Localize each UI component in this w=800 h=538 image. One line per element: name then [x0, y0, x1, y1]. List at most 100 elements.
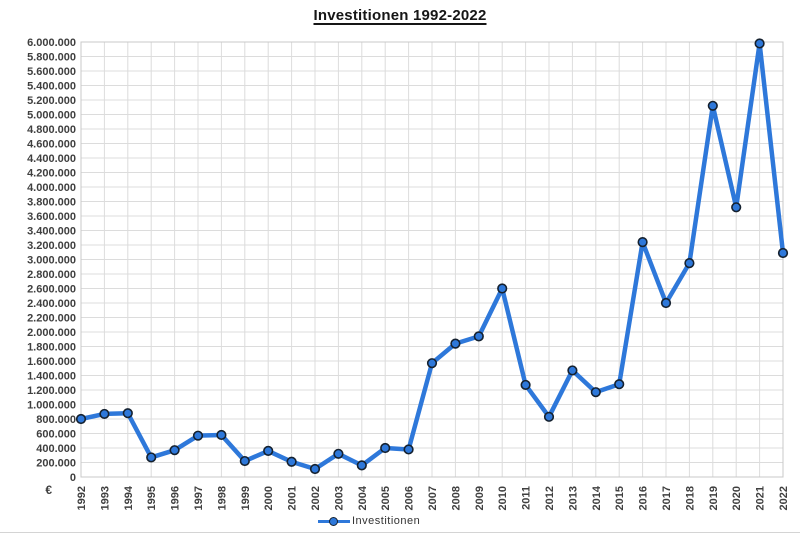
x-axis-label: 2007 [427, 486, 439, 510]
data-point[interactable] [99, 408, 110, 420]
data-point[interactable] [754, 38, 765, 49]
x-axis-label: 2012 [544, 486, 556, 510]
y-axis-label: 3.400.000 [27, 226, 76, 238]
legend-line-marker-icon [318, 515, 350, 527]
legend-label: Investitionen [352, 515, 421, 527]
y-axis-label: 5.800.000 [27, 52, 76, 64]
x-axis-label: 2020 [731, 486, 743, 510]
x-axis-label: 2016 [638, 486, 650, 510]
x-axis-label: 2005 [380, 486, 392, 510]
y-axis-label: 3.200.000 [27, 240, 76, 252]
y-axis-label: 5.200.000 [27, 95, 76, 107]
y-axis-label: 5.600.000 [27, 66, 76, 78]
y-axis-label: 6.000.000 [27, 37, 76, 49]
x-axis-label: 1992 [76, 486, 88, 510]
x-axis-label: 2013 [567, 486, 579, 510]
y-axis-label: 1.400.000 [27, 371, 76, 383]
data-point[interactable] [520, 379, 531, 391]
plot-border [80, 41, 784, 478]
x-axis-label: 2021 [755, 486, 767, 510]
y-axis-label: 2.000.000 [27, 327, 76, 339]
x-axis-label: 1998 [216, 486, 228, 510]
y-axis-label: 5.000.000 [27, 110, 76, 122]
y-axis-label: 4.000.000 [27, 182, 76, 194]
data-point[interactable] [403, 444, 414, 455]
y-axis-label: 3.800.000 [27, 197, 76, 209]
y-axis-label: 2.600.000 [27, 284, 76, 296]
y-axis-label: 1.200.000 [27, 385, 76, 397]
x-axis-label: 2001 [287, 486, 299, 510]
data-point[interactable] [637, 237, 648, 248]
data-point[interactable] [146, 452, 157, 463]
data-point[interactable] [75, 413, 87, 425]
x-axis-label: 2004 [357, 485, 369, 510]
y-axis-label: 0 [70, 472, 76, 484]
data-point[interactable] [286, 456, 297, 467]
y-axis-label: 1.600.000 [27, 356, 76, 368]
x-axis-label: 2006 [404, 486, 416, 510]
x-axis-label: 2008 [450, 486, 462, 510]
y-axis-label: 400.000 [36, 443, 76, 455]
data-point[interactable] [660, 297, 672, 309]
data-point[interactable] [450, 338, 461, 349]
x-axis-label: 1999 [240, 486, 252, 510]
x-axis-label: 2018 [684, 486, 696, 510]
x-axis-label: 2009 [474, 486, 486, 510]
data-point[interactable] [356, 460, 367, 471]
data-point[interactable] [380, 442, 391, 454]
x-axis-label: 2000 [263, 486, 275, 510]
data-point[interactable] [309, 463, 321, 475]
y-axis-label: 200.000 [36, 458, 76, 470]
x-axis-label: 2003 [333, 486, 345, 510]
data-point[interactable] [614, 379, 625, 390]
legend-marker-icon [329, 516, 338, 526]
data-point[interactable] [590, 387, 601, 398]
x-axis-label: 1993 [99, 486, 111, 510]
data-point[interactable] [333, 448, 344, 459]
y-axis-label: 3.600.000 [27, 211, 76, 223]
x-axis-label: 2017 [661, 486, 673, 510]
data-point[interactable] [263, 445, 274, 457]
x-axis-label: 2022 [778, 486, 790, 510]
x-axis-label: 2014 [591, 485, 603, 510]
y-axis-label: 1.800.000 [27, 342, 76, 354]
y-axis-label: 4.800.000 [27, 124, 76, 136]
y-axis-label: 4.600.000 [27, 139, 76, 151]
y-axis-label: 2.200.000 [27, 313, 76, 325]
x-axis-label: 1994 [123, 485, 135, 510]
data-point[interactable] [497, 283, 508, 294]
x-axis-label: 1997 [193, 486, 205, 510]
data-point[interactable] [426, 358, 438, 369]
y-axis-label: 600.000 [36, 429, 76, 441]
x-axis-label: 2019 [708, 486, 720, 510]
data-point[interactable] [567, 365, 578, 376]
chart-title: Investitionen 1992-2022 [313, 7, 487, 24]
data-point[interactable] [731, 202, 742, 213]
data-point[interactable] [239, 455, 250, 467]
data-point[interactable] [684, 258, 695, 269]
data-point[interactable] [543, 411, 555, 422]
legend[interactable]: Investitionen [318, 514, 420, 528]
data-point[interactable] [777, 247, 789, 259]
y-axis-label: 800.000 [36, 414, 76, 426]
x-axis-label: 2010 [497, 486, 509, 510]
y-axis-label: 2.400.000 [27, 298, 76, 310]
data-point[interactable] [216, 429, 227, 441]
y-axis-label: 4.200.000 [27, 168, 76, 180]
x-axis-label: 2002 [310, 486, 322, 510]
bottom-divider [0, 532, 800, 533]
data-point[interactable] [122, 408, 133, 419]
x-axis-label: 1996 [170, 486, 182, 510]
x-axis-label: 1995 [146, 486, 158, 510]
x-axis-label: 2011 [521, 486, 533, 510]
data-point[interactable] [169, 445, 180, 456]
data-point[interactable] [707, 100, 718, 111]
y-axis-unit-label: € [45, 483, 52, 497]
y-axis-label: 3.000.000 [27, 255, 76, 267]
y-axis-label: 4.400.000 [27, 153, 76, 165]
data-point[interactable] [192, 430, 204, 441]
data-point[interactable] [473, 331, 484, 342]
y-axis-label: 2.800.000 [27, 269, 76, 281]
